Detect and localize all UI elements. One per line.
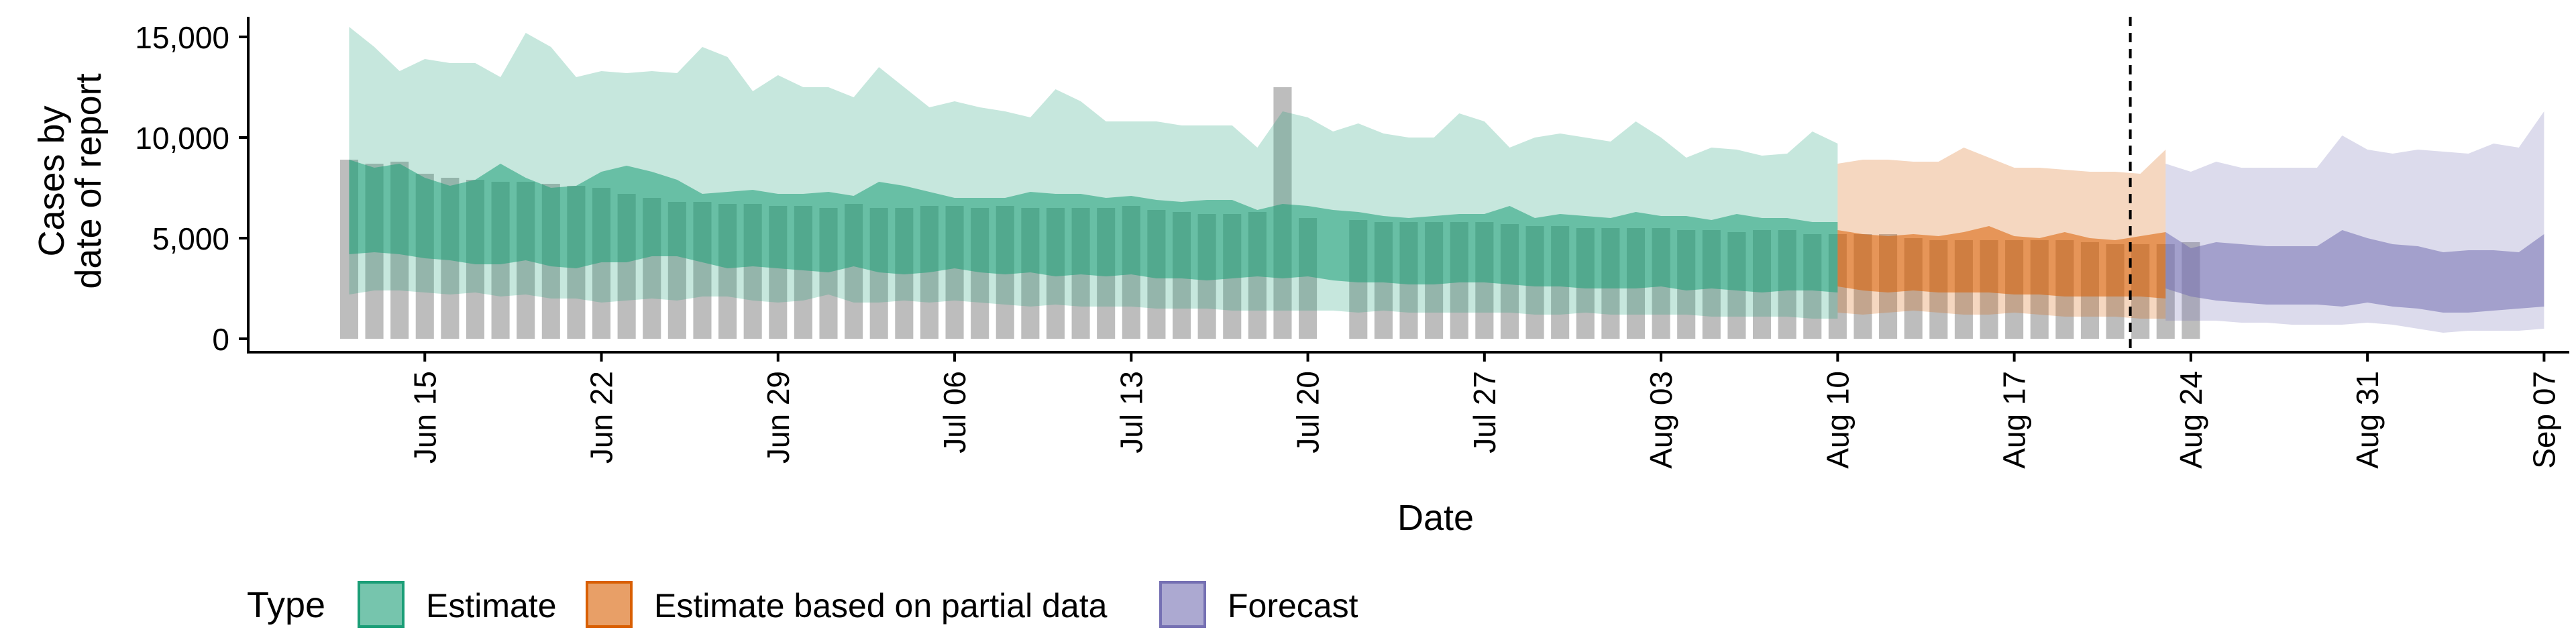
x-tick-label: Aug 17 bbox=[1997, 371, 2032, 469]
x-tick-label: Jun 29 bbox=[761, 371, 796, 464]
legend-label: Estimate bbox=[426, 587, 557, 625]
y-tick-label: 5,000 bbox=[152, 221, 229, 256]
x-tick-label: Aug 24 bbox=[2174, 371, 2208, 469]
legend-title: Type bbox=[247, 585, 325, 625]
axes: 0 5,000 10,000 15,000 Jun 15 Jun 22 Jun 29 Jul … bbox=[135, 17, 2569, 469]
estimate-bands bbox=[349, 27, 2544, 333]
x-tick-label: Jul 27 bbox=[1467, 371, 1502, 453]
legend-item-estimate-based-on-partial-data: Estimate based on partial data bbox=[586, 581, 1108, 628]
x-tick-label: Jul 13 bbox=[1114, 371, 1148, 453]
y-tick-label: 15,000 bbox=[135, 20, 229, 55]
estimate-based-on-partial-data-inner-band bbox=[1837, 226, 2166, 299]
x-tick-label: Jun 22 bbox=[584, 371, 619, 464]
x-tick-label: Aug 03 bbox=[1644, 371, 1678, 469]
legend-item-estimate: Estimate bbox=[358, 581, 557, 628]
legend-swatch bbox=[586, 581, 633, 628]
x-axis-title: Date bbox=[1397, 498, 1474, 538]
x-tick-label: Aug 10 bbox=[1820, 371, 1855, 469]
estimate-inner-band bbox=[349, 160, 1838, 292]
y-tick-label: 10,000 bbox=[135, 121, 229, 156]
x-tick-label: Sep 07 bbox=[2526, 371, 2561, 469]
legend-label: Forecast bbox=[1228, 587, 1358, 625]
y-axis-title-line-2: date of report bbox=[68, 73, 109, 288]
y-axis-title-line-1: Cases by bbox=[32, 105, 72, 256]
x-tick-label: Jul 06 bbox=[937, 371, 972, 453]
legend: Type Estimate Estimate based on partial d… bbox=[247, 581, 1358, 628]
y-tick-label: 0 bbox=[212, 322, 229, 357]
legend-item-forecast: Forecast bbox=[1159, 581, 1358, 628]
forecast-inner-band bbox=[2165, 230, 2544, 313]
x-tick-label: Aug 31 bbox=[2350, 371, 2385, 469]
x-tick-label: Jun 15 bbox=[407, 371, 442, 464]
legend-label: Estimate based on partial data bbox=[654, 587, 1108, 625]
legend-swatch bbox=[1159, 581, 1206, 628]
x-tick-label: Jul 20 bbox=[1291, 371, 1326, 453]
legend-items: Estimate Estimate based on partial data Fo… bbox=[358, 581, 1358, 628]
legend-swatch bbox=[358, 581, 405, 628]
